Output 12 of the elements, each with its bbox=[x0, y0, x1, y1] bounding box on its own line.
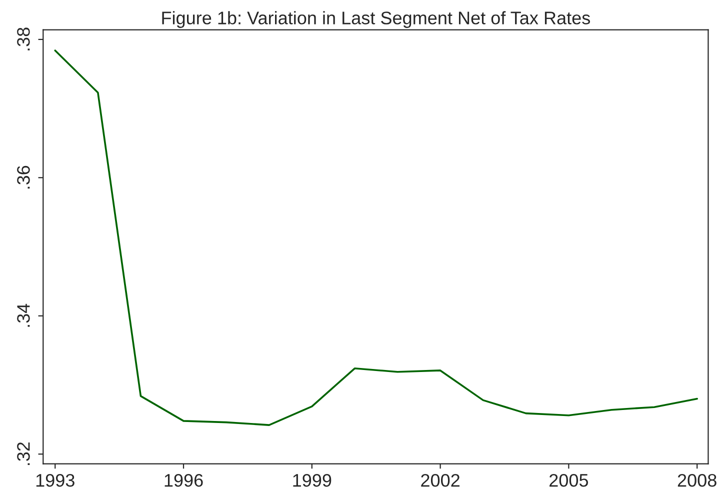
chart-title: Figure 1b: Variation in Last Segment Net of Tax Rates bbox=[162, 11, 590, 28]
x-tick-label: 1999 bbox=[293, 474, 332, 487]
y-tick-label: .32 bbox=[17, 442, 30, 465]
x-tick-label: 2005 bbox=[550, 474, 588, 487]
x-tick-label: 1993 bbox=[36, 474, 74, 487]
y-tick-label: .38 bbox=[17, 28, 30, 50]
y-tick-label: .36 bbox=[17, 166, 30, 189]
line-series bbox=[54, 50, 698, 426]
y-tick-label: .34 bbox=[17, 304, 30, 327]
x-tick-label: 1996 bbox=[164, 474, 203, 487]
x-tick-label: 2008 bbox=[678, 474, 716, 487]
x-tick-label: 2002 bbox=[421, 474, 460, 487]
